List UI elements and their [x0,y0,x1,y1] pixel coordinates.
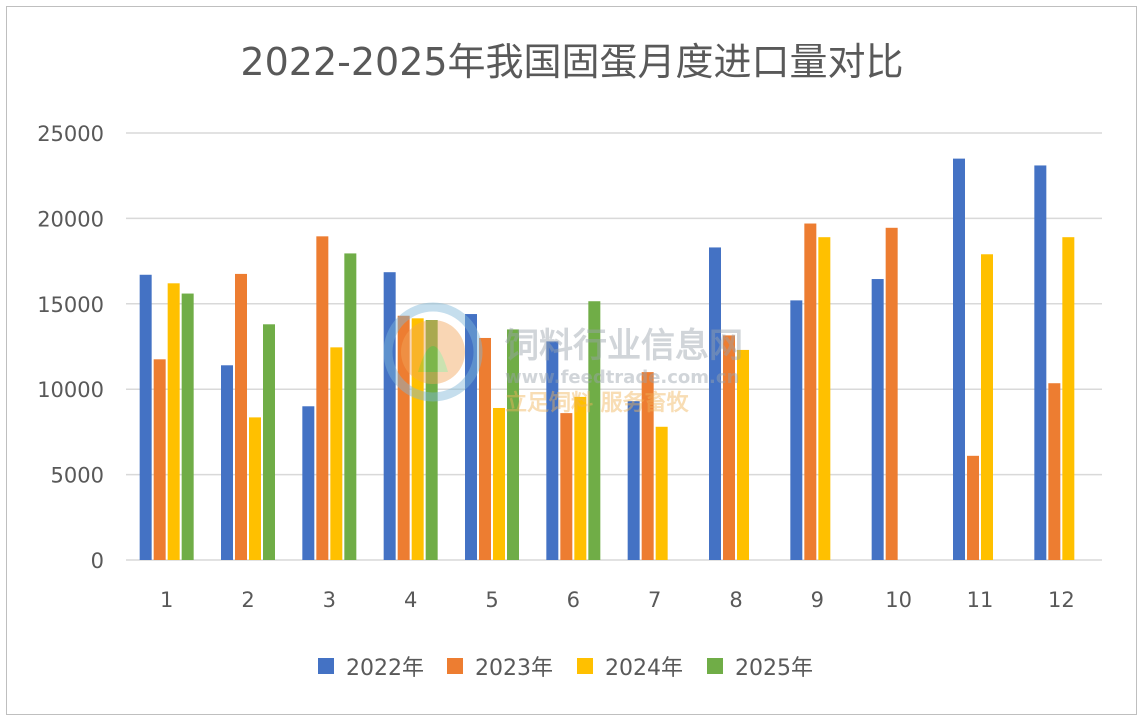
x-tick-label: 9 [811,588,824,612]
x-axis-ticks: 1 2 3 4 5 6 7 8 9 10 11 12 [160,588,1075,612]
bar-2022年-9[interactable] [790,300,803,560]
bar-2022年-4[interactable] [383,272,396,560]
legend-item[interactable]: 2023年 [447,656,553,681]
bar-2024年-4[interactable] [411,318,424,560]
watermark-slogan: 立足饲料 服务畜牧 [505,390,690,416]
y-axis-ticks: 0 5000 10000 15000 20000 25000 [37,122,104,573]
x-tick-label: 7 [648,588,661,612]
bar-2025年-2[interactable] [263,324,275,560]
gridlines [126,132,1102,561]
bar-2024年-12[interactable] [1062,237,1075,561]
bar-2025年-5[interactable] [507,329,519,560]
bar-2022年-2[interactable] [221,365,233,560]
bar-2023年-6[interactable] [560,413,573,560]
bar-2025年-4[interactable] [425,320,438,560]
bar-2022年-6[interactable] [546,341,559,560]
bar-2023年-1[interactable] [153,359,166,560]
bar-2022年-11[interactable] [953,158,965,560]
x-tick-label: 10 [885,588,912,612]
bar-2023年-2[interactable] [235,273,247,560]
legend-item[interactable]: 2024年 [577,656,683,681]
y-tick-label: 15000 [37,293,104,317]
bar-2023年-10[interactable] [885,227,898,560]
bar-2024年-6[interactable] [574,396,587,560]
x-tick-label: 5 [485,588,498,612]
y-tick-label: 25000 [37,122,104,146]
watermark-name: 饲料行业信息网 [505,326,743,366]
watermark: 饲料行业信息网 www.feedtrade.com.cn 立足饲料 服务畜牧 [383,302,743,416]
bar-2023年-7[interactable] [641,372,654,560]
bar-2025年-1[interactable] [181,293,194,560]
x-tick-label: 3 [323,588,336,612]
x-tick-label: 1 [160,588,173,612]
bar-2024年-1[interactable] [167,283,180,560]
x-tick-label: 4 [404,588,417,612]
y-tick-label: 0 [91,549,104,573]
chart-area[interactable] [6,6,1137,715]
watermark-logo-icon [383,302,483,402]
bars [139,158,1075,561]
bar-2023年-9[interactable] [804,223,817,561]
bar-2023年-12[interactable] [1048,383,1061,560]
bar-2024年-2[interactable] [249,417,261,560]
bar-2023年-4[interactable] [397,315,410,560]
legend-swatch [577,658,593,674]
chart-title: 2022-2025年我国固蛋月度进口量对比 [240,40,903,84]
legend-item[interactable]: 2022年 [318,656,424,681]
legend-label: 2023年 [475,656,553,681]
bar-2022年-8[interactable] [709,247,721,560]
bar-2024年-3[interactable] [330,347,343,560]
bar-2024年-7[interactable] [655,426,668,560]
bar-2022年-7[interactable] [627,401,640,560]
bar-2022年-5[interactable] [465,314,477,560]
bar-2022年-12[interactable] [1034,165,1047,560]
bar-2025年-3[interactable] [344,253,357,560]
x-tick-label: 6 [567,588,580,612]
bar-2022年-1[interactable] [139,274,152,560]
y-tick-label: 10000 [37,378,104,402]
bar-2024年-11[interactable] [981,254,993,560]
y-tick-label: 20000 [37,207,104,231]
x-tick-label: 12 [1048,588,1075,612]
bar-2023年-11[interactable] [967,455,979,560]
bar-2022年-10[interactable] [871,279,884,560]
x-tick-label: 2 [241,588,254,612]
legend-item[interactable]: 2025年 [707,656,813,681]
legend-swatch [318,658,334,674]
bar-2024年-8[interactable] [737,349,749,560]
bar-2023年-8[interactable] [723,335,735,560]
bar-2024年-5[interactable] [493,407,505,560]
bar-2025年-6[interactable] [588,301,601,560]
x-tick-label: 8 [729,588,742,612]
legend-label: 2025年 [735,656,813,681]
legend-swatch [447,658,463,674]
bar-2023年-3[interactable] [316,236,329,561]
legend-swatch [707,658,723,674]
watermark-url: www.feedtrade.com.cn [505,367,739,388]
bar-2023年-5[interactable] [479,337,491,560]
bar-2024年-9[interactable] [818,237,831,561]
legend-label: 2024年 [605,656,683,681]
bar-2022年-3[interactable] [302,406,315,560]
legend[interactable]: 2022年 2023年 2024年 2025年 [318,656,813,681]
legend-label: 2022年 [346,656,424,681]
y-tick-label: 5000 [51,464,104,488]
x-tick-label: 11 [967,588,994,612]
